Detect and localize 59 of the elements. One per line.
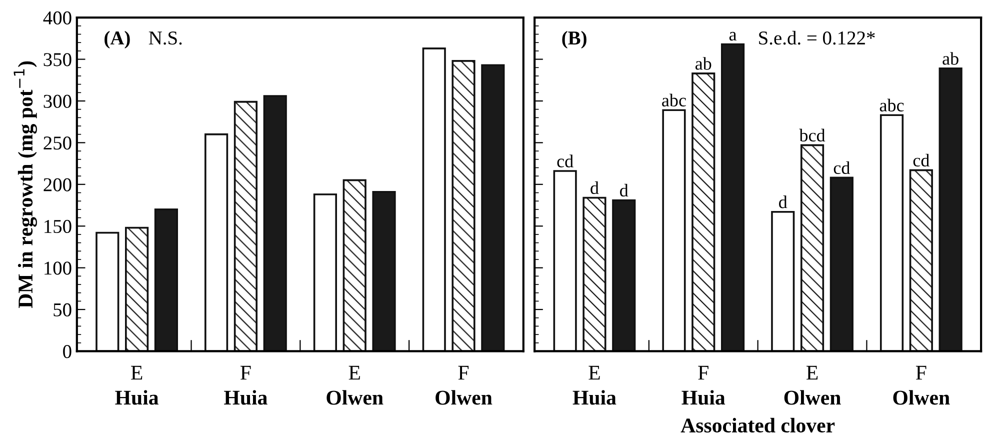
bar — [263, 95, 287, 352]
bar — [582, 196, 606, 352]
data-label: d — [590, 181, 599, 194]
y-tick-label: 400 — [43, 11, 72, 24]
annotation: N.S. — [148, 32, 182, 45]
bar — [154, 208, 178, 352]
bar — [96, 232, 120, 352]
y-tick-label: 300 — [44, 94, 72, 108]
bar — [204, 133, 228, 352]
bar — [720, 43, 745, 352]
y-tick-label: 250 — [44, 136, 72, 150]
x-tick-label: E Huia — [115, 366, 158, 405]
x-tick-label: E Olwen — [326, 366, 384, 405]
bar — [342, 179, 366, 352]
data-label: abc — [662, 94, 686, 106]
data-label: cd — [913, 154, 930, 167]
y-tick-label: 100 — [44, 262, 72, 275]
annotation: (B) — [562, 30, 586, 49]
bar — [481, 64, 505, 352]
bar — [125, 226, 149, 352]
data-label: bcd — [799, 128, 826, 142]
data-label: abc — [880, 98, 904, 112]
bar — [909, 169, 933, 352]
y-tick-label: 350 — [44, 53, 72, 66]
bar — [692, 72, 716, 352]
bar — [234, 100, 258, 352]
data-label: ab — [942, 52, 958, 65]
data-label: cd — [557, 154, 574, 168]
y-tick-label: 200 — [44, 178, 72, 192]
bar — [452, 60, 476, 352]
bar — [771, 211, 795, 352]
data-label: d — [779, 196, 788, 208]
bar — [372, 190, 396, 352]
x-tick-label: F Olwen — [436, 366, 492, 405]
y-tick-label: 50 — [54, 303, 72, 316]
bar — [880, 114, 904, 352]
x-tick-label: E Huia — [572, 366, 616, 405]
bar — [612, 199, 636, 352]
y-tick-label: 0 — [63, 345, 72, 358]
data-label: d — [620, 184, 628, 197]
x-tick-label: F Huia — [682, 366, 726, 405]
bar — [553, 170, 577, 352]
x-tick-label: E Olwen — [784, 366, 841, 405]
data-label: a — [729, 32, 737, 41]
bar — [422, 48, 446, 352]
bar — [830, 176, 854, 352]
x-tick-label: F Olwen — [893, 366, 950, 405]
bar — [313, 193, 337, 352]
data-label: cd — [834, 161, 850, 174]
bar — [662, 109, 686, 352]
y-tick-label: 150 — [44, 220, 72, 234]
data-label: ab — [695, 57, 712, 70]
bar — [938, 68, 962, 352]
bar — [800, 144, 824, 352]
annotation: (A) — [104, 30, 130, 49]
x-tick-label: F Huia — [224, 366, 268, 405]
x-axis-title: Associated clover — [680, 418, 835, 433]
annotation: S.e.d. = 0.122* — [759, 30, 875, 45]
y-axis-title: DM in regrowth (mg pot$^{−1}$) — [14, 61, 37, 308]
